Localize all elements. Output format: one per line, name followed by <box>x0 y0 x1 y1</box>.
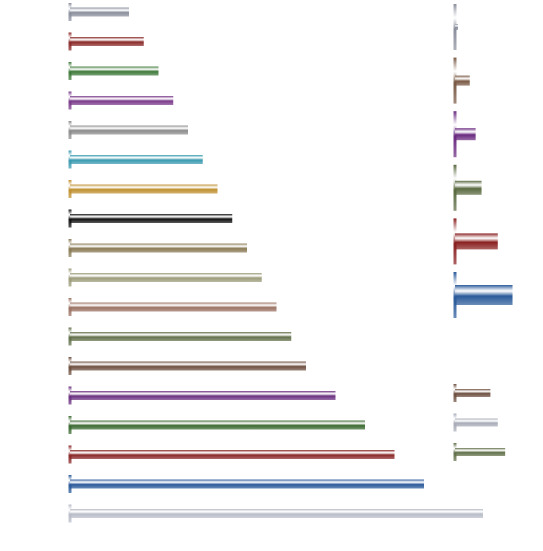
bar <box>70 479 424 489</box>
bar <box>70 302 277 312</box>
bar <box>455 418 498 427</box>
bar <box>455 24 458 30</box>
bar <box>70 184 218 194</box>
bar <box>70 155 203 164</box>
bar <box>70 332 292 341</box>
bar <box>455 389 491 397</box>
bar <box>70 361 306 371</box>
bar <box>70 37 144 46</box>
bar <box>455 75 470 86</box>
bar <box>455 180 482 195</box>
bar <box>70 243 247 253</box>
bar <box>455 128 476 141</box>
bar <box>70 509 483 518</box>
bar <box>70 66 159 76</box>
bar <box>70 450 395 459</box>
bar <box>70 273 262 282</box>
bar <box>70 214 233 223</box>
bar <box>455 285 513 305</box>
bar <box>70 391 336 400</box>
bar <box>455 233 498 250</box>
bar <box>70 420 365 430</box>
bar <box>70 96 174 105</box>
bar <box>70 7 129 17</box>
bar <box>70 125 188 135</box>
bar <box>455 448 506 456</box>
